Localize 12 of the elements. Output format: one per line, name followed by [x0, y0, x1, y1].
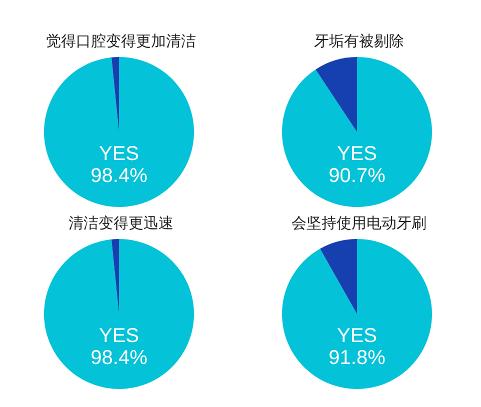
chart-title: 清洁变得更迅速 — [68, 215, 174, 232]
data-label: 90.7% — [328, 164, 386, 187]
data-label: 98.4% — [90, 164, 148, 187]
chart-title: 牙垢有被剔除 — [314, 33, 404, 50]
data-label: 98.4% — [90, 346, 148, 369]
slice-label: YES — [98, 324, 140, 347]
chart-title: 会坚持使用电动牙刷 — [292, 215, 426, 232]
slice-label: YES — [336, 142, 378, 165]
slice-label: YES — [98, 142, 140, 165]
chart-title: 觉得口腔变得更加清洁 — [46, 33, 196, 50]
data-label: 91.8% — [328, 346, 386, 369]
slice-label: YES — [336, 324, 378, 347]
